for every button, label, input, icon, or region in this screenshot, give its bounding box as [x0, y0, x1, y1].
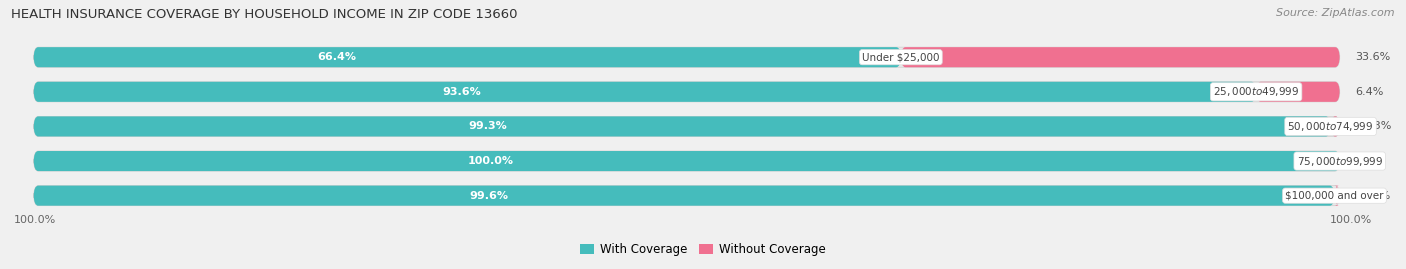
Legend: With Coverage, Without Coverage: With Coverage, Without Coverage — [579, 243, 827, 256]
FancyBboxPatch shape — [34, 116, 1340, 136]
Text: $100,000 and over: $100,000 and over — [1285, 191, 1384, 201]
Text: 66.4%: 66.4% — [318, 52, 357, 62]
FancyBboxPatch shape — [34, 47, 1340, 67]
Text: 0.73%: 0.73% — [1355, 121, 1391, 132]
Text: 33.6%: 33.6% — [1355, 52, 1391, 62]
Text: Under $25,000: Under $25,000 — [862, 52, 939, 62]
FancyBboxPatch shape — [34, 116, 1330, 136]
FancyBboxPatch shape — [1330, 116, 1340, 136]
Text: HEALTH INSURANCE COVERAGE BY HOUSEHOLD INCOME IN ZIP CODE 13660: HEALTH INSURANCE COVERAGE BY HOUSEHOLD I… — [11, 8, 517, 21]
FancyBboxPatch shape — [1256, 82, 1340, 102]
Text: $75,000 to $99,999: $75,000 to $99,999 — [1296, 155, 1384, 168]
Text: 100.0%: 100.0% — [14, 215, 56, 225]
Text: 6.4%: 6.4% — [1355, 87, 1384, 97]
FancyBboxPatch shape — [34, 82, 1340, 102]
Text: 99.3%: 99.3% — [468, 121, 508, 132]
Text: $50,000 to $74,999: $50,000 to $74,999 — [1288, 120, 1374, 133]
FancyBboxPatch shape — [34, 151, 1340, 171]
Text: 0.36%: 0.36% — [1355, 191, 1391, 201]
Text: 0.0%: 0.0% — [1355, 156, 1384, 166]
FancyBboxPatch shape — [34, 82, 1256, 102]
FancyBboxPatch shape — [901, 47, 1340, 67]
Text: 100.0%: 100.0% — [1330, 215, 1372, 225]
Text: 93.6%: 93.6% — [441, 87, 481, 97]
FancyBboxPatch shape — [34, 151, 1340, 171]
FancyBboxPatch shape — [34, 186, 1340, 206]
Text: 99.6%: 99.6% — [470, 191, 509, 201]
Text: 100.0%: 100.0% — [468, 156, 513, 166]
Text: Source: ZipAtlas.com: Source: ZipAtlas.com — [1277, 8, 1395, 18]
FancyBboxPatch shape — [1334, 186, 1339, 206]
FancyBboxPatch shape — [34, 186, 1334, 206]
FancyBboxPatch shape — [34, 47, 901, 67]
Text: $25,000 to $49,999: $25,000 to $49,999 — [1213, 85, 1299, 98]
